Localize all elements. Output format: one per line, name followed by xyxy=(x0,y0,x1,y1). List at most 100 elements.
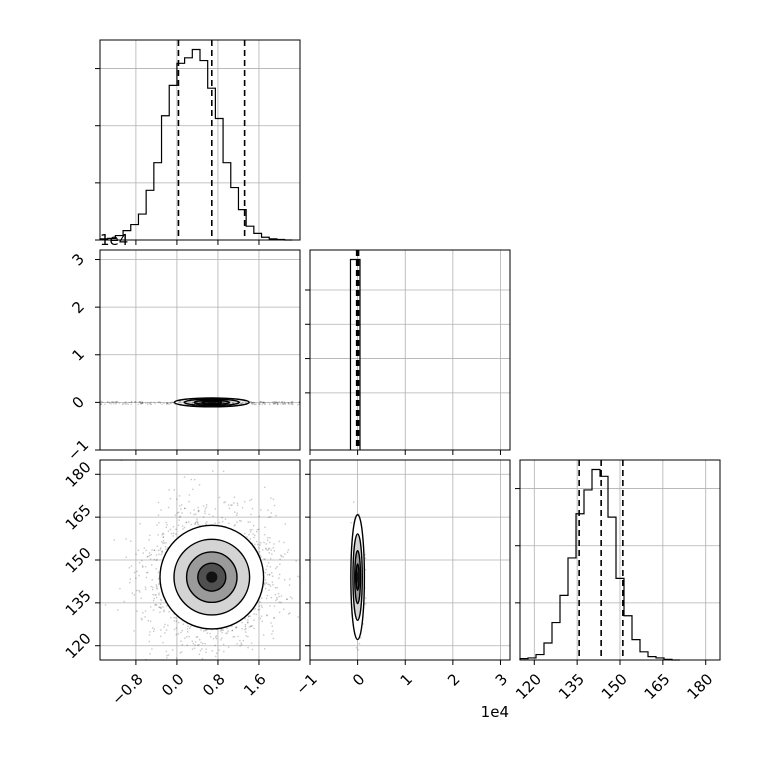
scatter-point xyxy=(259,554,262,557)
scatter-point xyxy=(157,401,160,403)
scatter-point xyxy=(148,634,151,636)
scatter-point xyxy=(254,534,256,537)
scatter-point xyxy=(282,403,284,406)
scatter-point xyxy=(161,403,163,406)
scatter-point xyxy=(188,500,190,503)
scatter-point xyxy=(166,403,168,405)
scatter-point xyxy=(261,606,263,609)
scatter-point xyxy=(197,509,200,512)
scatter-point xyxy=(297,403,299,406)
scatter-point xyxy=(251,625,254,627)
scatter-point xyxy=(219,401,221,403)
scatter-point xyxy=(357,649,359,651)
scatter-point xyxy=(178,519,180,521)
scatter-point xyxy=(253,608,255,610)
scatter-point xyxy=(134,401,136,403)
scatter-point xyxy=(201,657,204,660)
scatter-point xyxy=(161,550,164,552)
scatter-point xyxy=(245,635,247,637)
y-tick-label: −1 xyxy=(64,436,92,464)
scatter-point xyxy=(268,552,270,554)
scatter-point xyxy=(247,622,249,624)
scatter-point xyxy=(264,526,266,529)
scatter-point xyxy=(158,593,160,596)
scatter-point xyxy=(202,401,205,403)
scatter-point xyxy=(232,402,234,404)
scatter-point xyxy=(246,401,249,404)
density-level xyxy=(206,571,218,583)
scatter-point xyxy=(252,402,255,404)
scatter-point xyxy=(177,621,180,624)
scatter-point xyxy=(270,512,273,514)
scatter-point xyxy=(247,521,249,523)
scatter-point xyxy=(125,538,127,540)
scatter-point xyxy=(113,539,115,541)
scatter-point xyxy=(254,403,256,406)
scatter-point xyxy=(200,641,202,644)
scatter-point xyxy=(194,478,196,481)
scatter-point xyxy=(259,542,262,544)
scatter-point xyxy=(187,402,190,404)
scatter-point xyxy=(250,625,252,628)
scatter-point xyxy=(274,402,276,405)
x-tick-label: 0.8 xyxy=(199,670,229,700)
scatter-point xyxy=(249,529,251,531)
scatter-point xyxy=(188,635,190,638)
scatter-point xyxy=(158,606,160,609)
scatter-point xyxy=(194,641,197,643)
scatter-point xyxy=(223,501,225,504)
scatter-point xyxy=(194,644,196,646)
density-level xyxy=(207,401,217,403)
scatter-point xyxy=(252,402,254,405)
scatter-point xyxy=(201,642,204,645)
scatter-point xyxy=(193,509,195,511)
scatter-point xyxy=(237,401,239,403)
scatter-point xyxy=(269,605,271,607)
scatter-point xyxy=(148,554,151,557)
scatter-point xyxy=(195,636,198,638)
scatter-point xyxy=(150,585,152,588)
scatter-point xyxy=(259,400,261,403)
scatter-point xyxy=(151,549,153,551)
contour-line xyxy=(201,400,223,405)
scatter-point xyxy=(282,556,284,558)
scatter-point xyxy=(126,402,128,405)
scatter-point xyxy=(297,575,299,578)
scatter-point xyxy=(180,640,182,642)
scatter-point xyxy=(222,470,225,473)
scatter-point xyxy=(350,522,352,524)
scatter-point xyxy=(274,401,277,404)
histogram-0 xyxy=(99,48,293,241)
scatter-point xyxy=(263,582,265,585)
scatter-point xyxy=(228,402,231,405)
scatter-point xyxy=(102,401,104,404)
scatter-point xyxy=(167,654,170,656)
scatter-point xyxy=(226,667,227,668)
scatter-point xyxy=(310,544,311,545)
scatter-point xyxy=(280,554,282,557)
scatter-point xyxy=(278,601,281,603)
scatter-point xyxy=(130,540,132,542)
scatter-point xyxy=(283,578,286,581)
scatter-point xyxy=(128,401,130,404)
scatter-point xyxy=(192,488,194,491)
scatter-point xyxy=(156,585,158,588)
scatter-point xyxy=(278,595,280,598)
scatter-point xyxy=(155,596,158,599)
scatter-point xyxy=(249,531,252,533)
scatter-point xyxy=(161,534,163,536)
scatter-point xyxy=(155,584,158,586)
scatter-point xyxy=(265,597,268,600)
scatter-point xyxy=(140,617,143,620)
scatter-point xyxy=(155,568,157,570)
scatter-point xyxy=(263,541,265,544)
density-level xyxy=(356,571,359,584)
scatter-point xyxy=(153,549,156,551)
scatter-point xyxy=(199,401,202,404)
scatter-point xyxy=(295,560,297,562)
scatter-point xyxy=(221,663,222,664)
scatter-point xyxy=(251,507,254,510)
scatter-point xyxy=(201,401,204,403)
scatter-point xyxy=(160,553,162,556)
scatter-point xyxy=(288,584,291,586)
